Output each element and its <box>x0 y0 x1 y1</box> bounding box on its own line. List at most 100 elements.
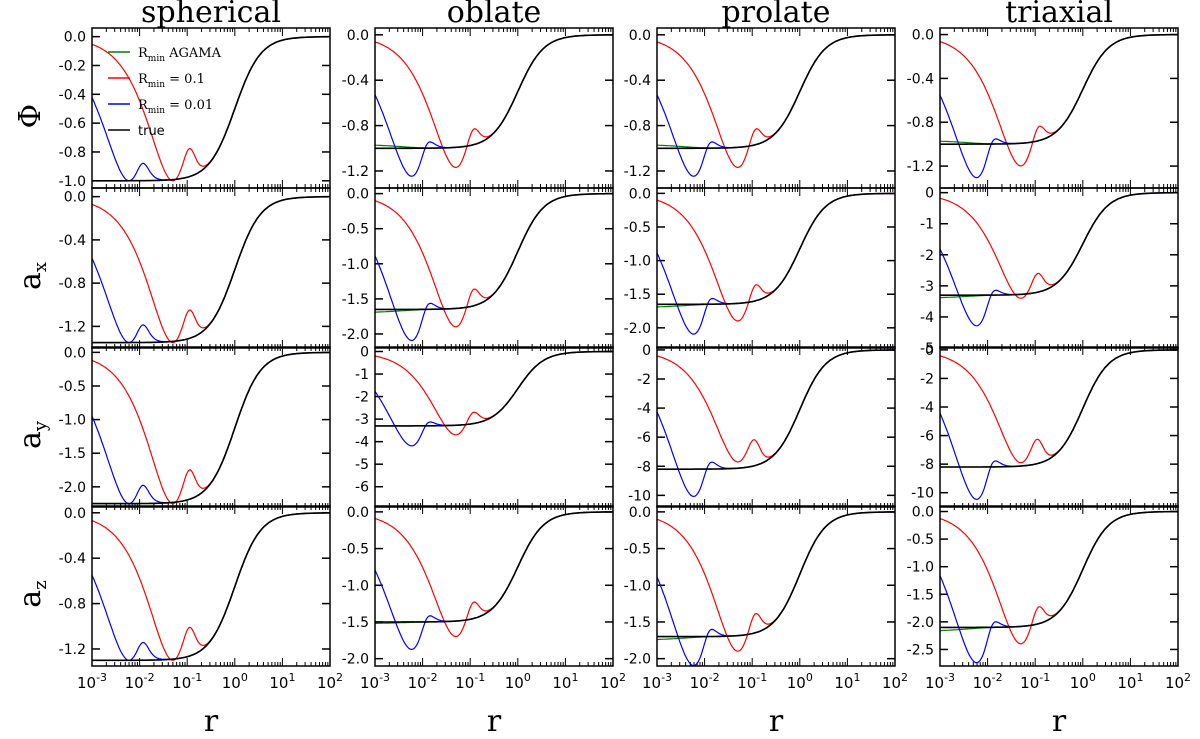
series-rmin-0.01-line <box>92 351 330 505</box>
series-rmin-0.1-line <box>657 192 895 322</box>
series-rmin-0.01-line <box>657 192 895 335</box>
y-tick-label: -1 <box>355 367 369 383</box>
panel-0-1: 0.0 -0.4 -0.8 -1.2 <box>342 27 614 189</box>
x-axis-label: r <box>204 704 219 739</box>
y-tick-label: 0.0 <box>347 505 369 521</box>
row-label-1: ax <box>13 262 51 290</box>
y-tick-label: 0.0 <box>629 505 651 521</box>
y-tick-label: -2.0 <box>342 327 369 343</box>
y-tick-label: -0.4 <box>907 71 934 87</box>
y-tick-label: -5 <box>920 341 934 357</box>
series-true-line <box>375 192 613 311</box>
y-tick-label: -0.2 <box>59 58 86 74</box>
column-title-oblate: oblate <box>447 0 542 30</box>
panel-frame <box>939 187 1179 349</box>
x-tick-label: 10-3 <box>360 671 390 692</box>
y-tick-label: -2 <box>355 390 369 406</box>
y-tick-label: -4 <box>920 400 934 416</box>
x-tick-label: 10-2 <box>408 671 438 692</box>
y-tick-label: -0.4 <box>342 73 369 89</box>
panel-2-1: 0 -1 -2 -3 -4 -5 -6 <box>355 345 614 508</box>
x-tick-label: 10-2 <box>690 671 720 692</box>
row-label-2: ay <box>13 420 51 449</box>
y-tick-label: -1.5 <box>907 587 934 603</box>
series-rmin-0.01-line <box>940 511 1178 664</box>
series-agama-line <box>940 349 1178 468</box>
x-tick-label: 102 <box>882 671 908 692</box>
series-rmin-0.01-line <box>940 34 1178 179</box>
y-tick-label: -4 <box>637 401 651 417</box>
panel-3-2: 0.0 -0.5 -1.0 -1.5 -2.0 <box>624 505 896 668</box>
y-tick-label: 0.0 <box>629 28 651 44</box>
series-rmin-0.01-line <box>375 34 613 177</box>
series-rmin-0.1-line <box>657 511 895 652</box>
series-true-line <box>92 512 330 662</box>
y-tick-label: 0 <box>360 345 369 361</box>
series-agama-line <box>92 196 330 344</box>
y-tick-label: 0 <box>925 186 934 202</box>
panel-frame <box>939 27 1179 189</box>
y-tick-label: -0.4 <box>624 73 651 89</box>
x-tick-label: 100 <box>505 671 531 692</box>
x-tick-label: 10-1 <box>1020 671 1050 692</box>
y-tick-label: -6 <box>637 430 651 446</box>
y-tick-label: 0 <box>642 343 651 359</box>
y-tick-label: -0.5 <box>342 222 369 238</box>
y-tick-label: -8 <box>920 457 934 473</box>
x-tick-label: 10-1 <box>455 671 485 692</box>
x-tick-label: 10-2 <box>973 671 1003 692</box>
y-tick-label: -2.0 <box>624 652 651 668</box>
panel-frame <box>656 346 896 508</box>
y-tick-label: -1.0 <box>624 254 651 270</box>
series-true-line <box>940 349 1178 468</box>
y-tick-label: -2.0 <box>624 321 651 337</box>
series-true-line <box>375 511 613 623</box>
panel-frame <box>374 27 614 189</box>
series-true-line <box>657 34 895 150</box>
y-tick-label: -0.8 <box>59 597 86 613</box>
y-tick-label: -1.5 <box>59 446 86 462</box>
y-tick-label: -1.0 <box>342 257 369 273</box>
column-title-triaxial: triaxial <box>1005 0 1113 30</box>
series-true-line <box>92 195 330 344</box>
y-tick-label: 0.0 <box>912 505 934 521</box>
y-tick-label: -6 <box>355 480 369 496</box>
y-tick-label: -1.0 <box>907 560 934 576</box>
row-label-0: Φ <box>13 104 48 129</box>
panel-1-0: 0.0 -0.4 -0.8 -1.2 <box>59 187 331 349</box>
y-tick-label: -0.8 <box>342 119 369 135</box>
series-rmin-0.01-line <box>657 349 895 498</box>
series-true-line <box>92 35 330 182</box>
x-tick-label: 101 <box>1117 671 1143 692</box>
series-rmin-0.1-line <box>940 511 1178 645</box>
y-tick-label: 0.0 <box>347 187 369 203</box>
y-tick-label: 0 <box>925 343 934 359</box>
x-tick-label: 102 <box>1165 671 1191 692</box>
series-agama-line <box>940 34 1178 145</box>
y-tick-label: -2.0 <box>907 615 934 631</box>
y-tick-label: -2 <box>920 371 934 387</box>
series-rmin-0.1-line <box>940 349 1178 464</box>
panel-frame <box>91 187 331 349</box>
y-tick-label: -0.8 <box>907 115 934 131</box>
x-axis-label: r <box>487 704 502 739</box>
panel-frame <box>939 505 1179 667</box>
series-rmin-0.01-line <box>92 512 330 661</box>
series-rmin-0.1-line <box>657 349 895 463</box>
x-tick-label: 10-3 <box>77 671 107 692</box>
legend-label-3: true <box>138 124 165 139</box>
y-tick-label: -0.4 <box>59 87 86 103</box>
x-tick-label: 100 <box>1070 671 1096 692</box>
series-agama-line <box>940 511 1178 632</box>
y-tick-label: -0.8 <box>59 145 86 161</box>
panel-3-3: 0.0 -0.5 -1.0 -1.5 -2.0 -2.5 <box>907 505 1179 667</box>
panel-0-2: 0.0 -0.4 -0.8 -1.2 <box>624 27 896 189</box>
series-true-line <box>940 33 1178 145</box>
x-tick-label: 10-1 <box>737 671 767 692</box>
x-axis-label: r <box>769 704 784 739</box>
y-tick-label: -1.5 <box>624 615 651 631</box>
series-true-line <box>375 34 613 150</box>
y-tick-label: -2.0 <box>342 652 369 668</box>
panel-frame <box>656 187 896 349</box>
y-tick-label: -10 <box>628 488 651 504</box>
